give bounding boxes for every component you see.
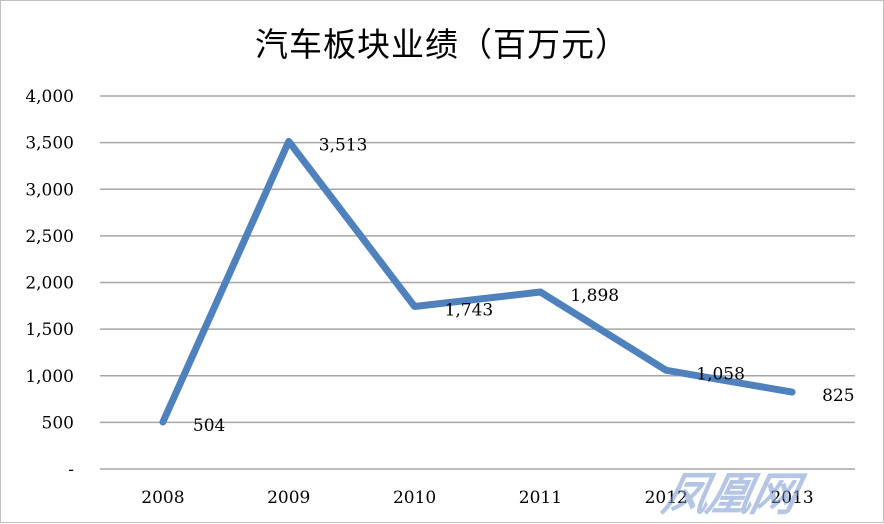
x-tick-label: 2011 [519, 488, 562, 508]
x-tick-label: 2012 [645, 488, 688, 508]
y-tick-label: 2,500 [25, 227, 74, 247]
y-tick-label: - [68, 460, 74, 480]
y-tick-label: 1,500 [25, 320, 74, 340]
data-labels: 504 3,513 1,743 1,898 1,058 825 [193, 135, 855, 436]
data-label: 825 [822, 386, 854, 406]
data-label: 504 [193, 416, 225, 436]
watermark-logo: 凤凰网 [657, 467, 802, 521]
x-axis-ticks: 2008 2009 2010 2011 2012 2013 [141, 488, 813, 508]
series-line [159, 137, 796, 426]
x-tick-label: 2008 [141, 488, 184, 508]
series-line-path [159, 137, 796, 426]
chart-title: 汽车板块业绩（百万元） [255, 25, 629, 64]
y-tick-label: 2,000 [25, 274, 74, 294]
x-tick-label: 2013 [770, 488, 813, 508]
data-label: 1,743 [445, 300, 494, 320]
x-tick-label: 2010 [393, 488, 436, 508]
data-label: 1,058 [696, 364, 745, 384]
y-tick-label: 500 [42, 413, 74, 433]
y-tick-label: 3,500 [25, 134, 74, 154]
data-label: 3,513 [319, 135, 368, 155]
y-axis-ticks: - 500 1,000 1,500 2,000 2,500 3,000 3,500 4,000 [25, 87, 74, 480]
gridlines [100, 95, 855, 470]
y-tick-label: 1,000 [25, 367, 74, 387]
x-tick-label: 2009 [267, 488, 310, 508]
data-label: 1,898 [570, 286, 619, 306]
y-tick-label: 4,000 [25, 87, 74, 107]
y-tick-label: 3,000 [25, 180, 74, 200]
